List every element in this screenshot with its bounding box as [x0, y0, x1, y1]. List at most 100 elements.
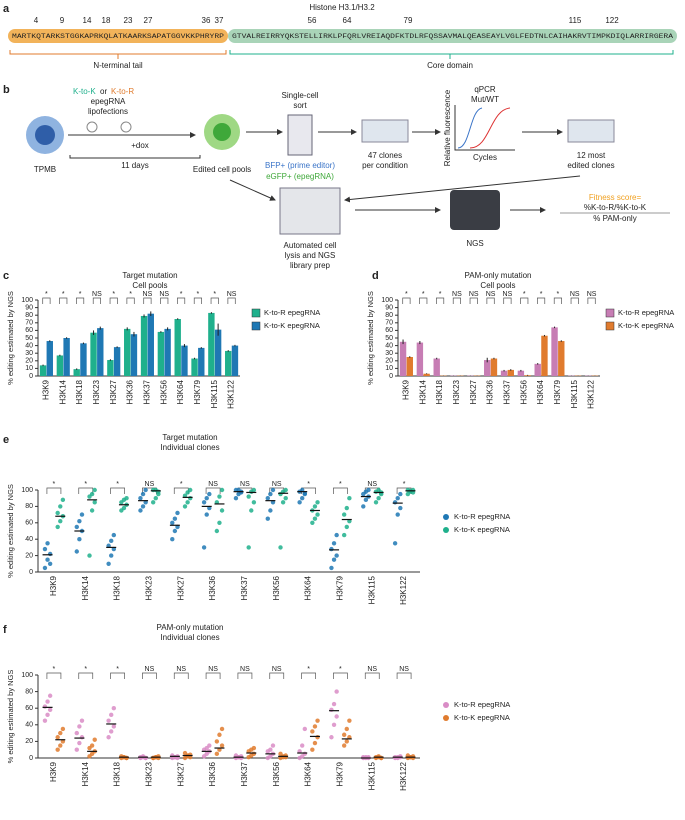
bar — [198, 348, 204, 376]
point — [379, 756, 383, 760]
panel-label: b — [3, 84, 10, 96]
x-tick-label: H3K115 — [367, 575, 376, 604]
point — [109, 553, 113, 557]
point — [315, 500, 319, 504]
x-tick-label: H3K122 — [227, 379, 236, 408]
point — [215, 752, 219, 756]
point — [284, 755, 288, 759]
point — [143, 488, 147, 492]
y-tick-label: 60 — [25, 327, 33, 334]
position-label: 4 — [34, 16, 39, 25]
point — [300, 496, 304, 500]
significance-bracket — [47, 673, 61, 679]
label: K-to-R — [111, 87, 134, 96]
significance-bracket — [228, 298, 235, 304]
significance-bracket — [161, 298, 168, 304]
point — [239, 490, 243, 494]
point — [43, 566, 47, 570]
significance-label: NS — [469, 291, 479, 298]
legend-label: K-to-K epegRNA — [618, 321, 674, 330]
panel-label: a — [3, 3, 10, 15]
panel-label: d — [372, 270, 379, 282]
point — [183, 504, 187, 508]
point — [138, 496, 142, 500]
y-tick-label: 70 — [25, 320, 33, 327]
point — [48, 562, 52, 566]
bar — [148, 314, 154, 376]
significance-label: NS — [272, 481, 282, 488]
point — [80, 735, 84, 739]
point — [106, 718, 110, 722]
point — [398, 506, 402, 510]
point — [220, 508, 224, 512]
point — [45, 699, 49, 703]
significance-label: NS — [143, 291, 153, 298]
point — [329, 735, 333, 739]
significance-label: * — [45, 291, 48, 298]
y-axis-label: % editing estimated by NGS — [6, 670, 15, 764]
y-tick-label: 0 — [389, 373, 393, 380]
bar — [535, 364, 541, 376]
significance-bracket — [487, 298, 494, 304]
panel-label: f — [3, 624, 7, 636]
x-tick-label: H3K23 — [145, 761, 154, 786]
point — [55, 748, 59, 752]
point — [138, 508, 142, 512]
label: epegRNA — [91, 97, 126, 106]
point — [246, 545, 250, 549]
point — [332, 541, 336, 545]
bar — [158, 332, 164, 376]
y-tick-label: 20 — [385, 358, 393, 365]
point — [90, 492, 94, 496]
point — [332, 702, 336, 706]
point — [347, 718, 351, 722]
bar — [434, 359, 440, 376]
significance-label: * — [339, 666, 342, 673]
chart-subtitle: Individual clones — [160, 443, 219, 452]
x-tick-label: H3K56 — [159, 379, 168, 404]
x-tick-label: H3K23 — [145, 575, 154, 600]
core-sequence: GTVALREIRRYQKSTELLIRKLPFQRLVREIAQDFKTDLR… — [232, 33, 673, 40]
significance-label: * — [403, 481, 406, 488]
position-label: 18 — [102, 16, 111, 25]
point — [202, 500, 206, 504]
point — [112, 706, 116, 710]
y-tick-label: 20 — [25, 358, 33, 365]
chart-title: PAM-only mutation — [157, 623, 224, 632]
y-tick-label: 100 — [21, 672, 33, 679]
point — [411, 756, 415, 760]
x-tick-label: H3K9 — [402, 379, 411, 400]
position-label: 27 — [144, 16, 153, 25]
bar — [484, 360, 490, 376]
point — [310, 729, 314, 733]
significance-label: * — [523, 291, 526, 298]
y-tick-label: 50 — [385, 335, 393, 342]
bar — [191, 359, 197, 376]
point — [284, 488, 288, 492]
significance-label: * — [112, 291, 115, 298]
significance-bracket — [43, 298, 50, 304]
x-tick-label: H3K79 — [553, 379, 562, 404]
y-tick-label: 60 — [25, 520, 33, 527]
y-tick-label: 80 — [25, 312, 33, 319]
bar — [175, 319, 181, 376]
y-tick-label: 20 — [25, 738, 33, 745]
point — [156, 756, 160, 760]
significance-label: * — [53, 481, 56, 488]
significance-label: NS — [145, 481, 155, 488]
point — [396, 512, 400, 516]
point — [266, 496, 270, 500]
panel-a: Histone H3.1/H3.2 MARTKQTARKSTGGKAPRKQLA… — [8, 3, 677, 70]
x-tick-label: H3K36 — [208, 575, 217, 600]
significance-label: NS — [399, 666, 409, 673]
x-tick-label: H3K36 — [486, 379, 495, 404]
legend-label: K-to-K epegRNA — [454, 713, 510, 722]
plate — [568, 120, 614, 142]
label: Edited cell pools — [193, 165, 251, 174]
point — [329, 708, 333, 712]
point — [332, 558, 336, 562]
legend-swatch — [606, 322, 614, 330]
point — [80, 512, 84, 516]
point — [284, 496, 288, 500]
point — [246, 494, 250, 498]
